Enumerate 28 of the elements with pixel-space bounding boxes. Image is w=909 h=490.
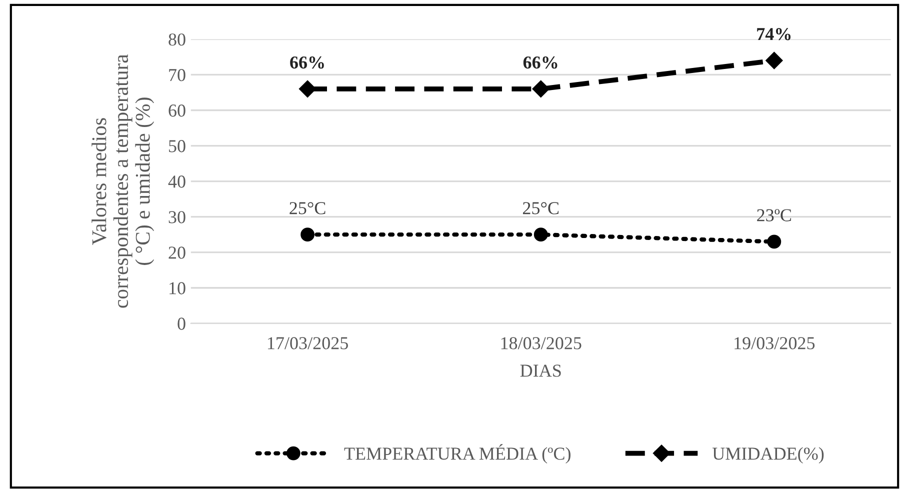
y-tick-label: 50 xyxy=(169,140,186,152)
data-label: 66% xyxy=(523,56,558,69)
legend-label: UMIDADE(%) xyxy=(712,447,824,464)
point xyxy=(532,80,550,98)
data-label: 25°C xyxy=(290,202,326,214)
y-tick-label: 10 xyxy=(170,282,186,294)
data-label: 66% xyxy=(290,56,324,69)
y-tick-label: 70 xyxy=(169,68,186,82)
y-tick-label: 40 xyxy=(168,176,186,188)
point xyxy=(300,228,314,242)
data-label: 23ºC xyxy=(757,209,792,222)
point xyxy=(767,234,782,249)
y-tick-label: 30 xyxy=(168,211,186,224)
y-tick-label: 0 xyxy=(178,318,186,330)
x-tick-label: 18/03/2025 xyxy=(501,337,582,350)
point xyxy=(534,228,548,242)
legend-label: TEMPERATURA MÉDIA (ºC) xyxy=(344,444,570,464)
y-tick-label: 20 xyxy=(168,246,186,259)
y-axis-title: Valores medios correspondentes a temperatura ( °C) e umidade (%) xyxy=(92,54,154,308)
data-label: 25°C xyxy=(522,202,559,214)
data-label: 74% xyxy=(757,28,791,40)
x-axis-title: DIAS xyxy=(520,364,561,377)
y-tick-label: 60 xyxy=(168,104,186,117)
point xyxy=(766,52,783,70)
point xyxy=(298,80,316,98)
x-tick-label: 17/03/2025 xyxy=(268,337,348,350)
y-tick-label: 80 xyxy=(168,33,186,46)
x-tick-label: 19/03/2025 xyxy=(734,337,815,350)
